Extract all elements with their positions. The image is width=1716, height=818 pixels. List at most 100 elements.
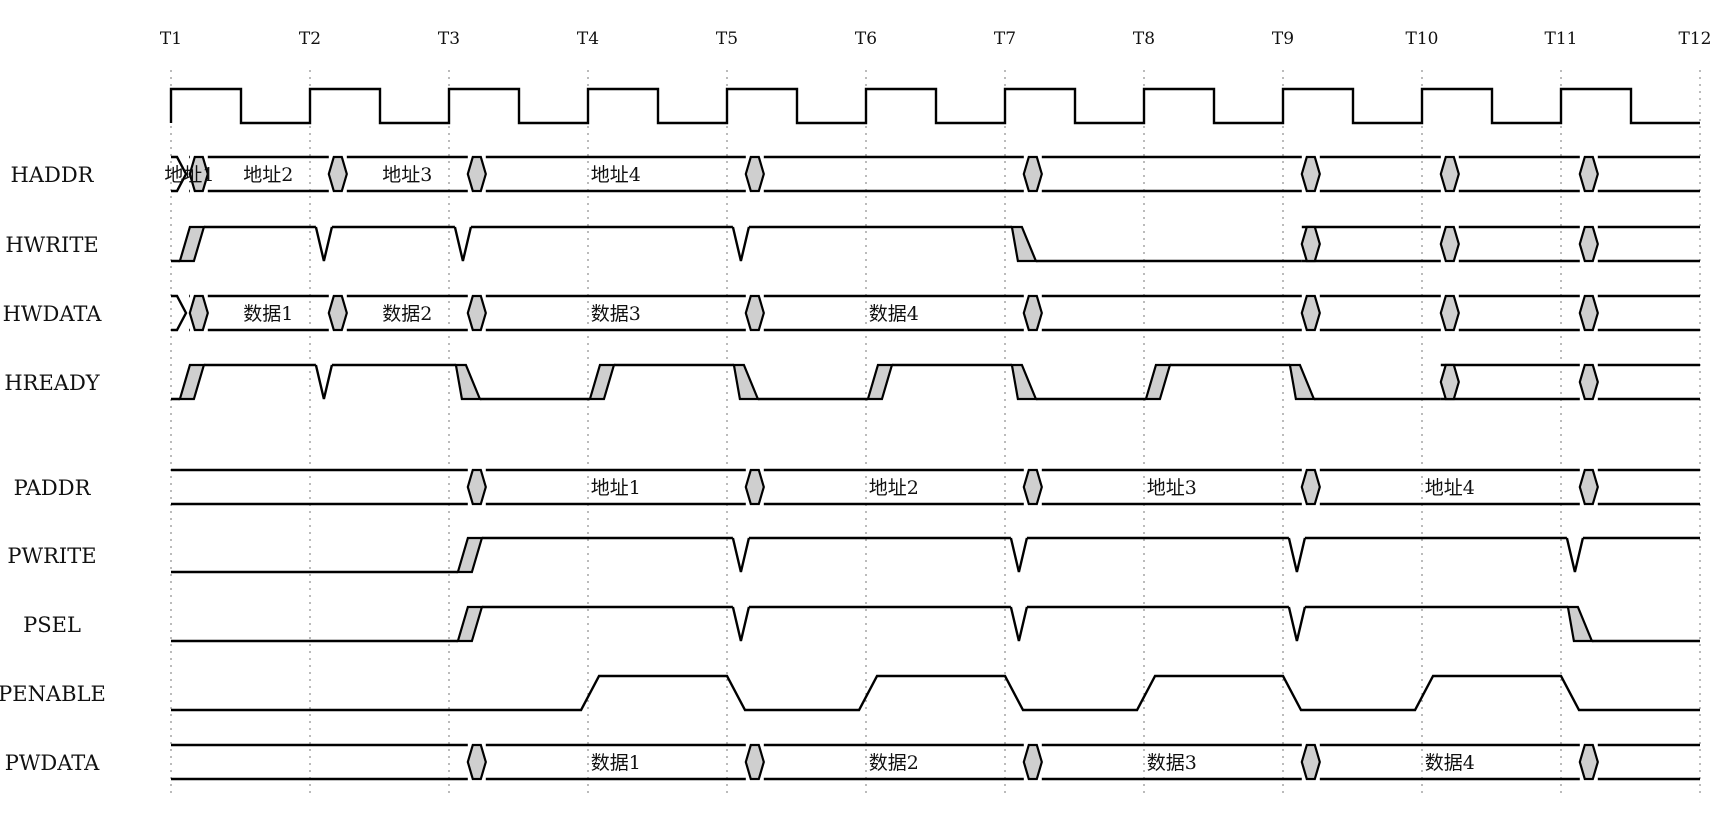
bus-value-label: 数据1: [591, 752, 641, 774]
bus-transition: [1022, 468, 1043, 506]
bus-transition: [1022, 155, 1043, 193]
glitch-marker: [453, 226, 473, 262]
bus-segment: [207, 155, 329, 193]
signal-psel: PSEL: [23, 605, 1700, 643]
bus-transition: [744, 155, 765, 193]
bus-segment: [485, 294, 746, 332]
bus-segment: [763, 155, 1024, 193]
tick-label: T2: [299, 29, 321, 49]
falling-edge: [454, 363, 482, 401]
bus-start: [171, 294, 188, 332]
bit-wave: [171, 536, 1700, 574]
signal-name-label: HWDATA: [3, 302, 103, 326]
bit-wave: [171, 674, 1700, 712]
signal-name-label: HADDR: [11, 163, 95, 187]
bus-segment: [189, 155, 190, 193]
falling-edge: [1010, 225, 1038, 263]
tick-label: T11: [1545, 29, 1578, 49]
tick-label: T7: [994, 29, 1016, 49]
signal-name-label: PSEL: [23, 613, 81, 637]
bus-transition: [1300, 225, 1321, 263]
signal-name-label: PENABLE: [0, 682, 106, 706]
bus-value-label: 数据4: [1425, 752, 1475, 774]
glitch-marker: [314, 364, 334, 400]
bus-segment: [1041, 743, 1302, 781]
bit-wave: [171, 363, 1441, 401]
bus-segment: [485, 468, 746, 506]
bus-transition: [1439, 155, 1460, 193]
signal-hwdata: HWDATA 数据1 数据2 数据3 数据4: [3, 294, 1700, 332]
signal-name-label: PWDATA: [5, 751, 100, 775]
bus-value-label: 地址1: [591, 477, 641, 499]
rising-edge: [456, 536, 484, 574]
bus-value-label: 数据4: [869, 303, 919, 325]
bus-transition: [1022, 294, 1043, 332]
clock-waveform: [169, 87, 1700, 125]
bus-segment: [1597, 155, 1700, 193]
glitch-marker: [731, 537, 751, 573]
signal-hready: HREADY: [4, 363, 1700, 401]
bus-transition: [466, 155, 487, 193]
signal-name-label: PADDR: [14, 476, 92, 500]
bus-transition: [466, 743, 487, 781]
rising-edge: [866, 363, 894, 401]
bus-segment: [1597, 743, 1700, 781]
bus-transition: [1578, 468, 1599, 506]
bus-segment: [1440, 363, 1580, 401]
bus-transition: [1578, 743, 1599, 781]
bus-transition: [188, 155, 209, 193]
bus-segment: [763, 294, 1024, 332]
bus-segment: [1597, 225, 1700, 263]
glitch-marker: [731, 606, 751, 642]
bus-segment: [171, 468, 468, 506]
rising-edge: [178, 225, 206, 263]
bus-transition: [1022, 743, 1043, 781]
tick-label: T8: [1133, 29, 1155, 49]
glitch-marker: [1287, 537, 1307, 573]
bus-transition: [1578, 225, 1599, 263]
bus-transition: [1578, 363, 1599, 401]
signal-name-label: HWRITE: [5, 233, 98, 257]
bus-segment: [485, 743, 746, 781]
bus-segment: [1041, 294, 1302, 332]
bus-transition: [327, 294, 348, 332]
bus-value-label: 地址1: [164, 164, 214, 186]
glitch-marker: [1287, 606, 1307, 642]
bus-segment: [1319, 743, 1580, 781]
bus-transition: [466, 468, 487, 506]
falling-edge: [1566, 605, 1594, 643]
bus-segment: [485, 155, 746, 193]
signal-hwrite: HWRITE: [5, 225, 1700, 263]
bus-segment: [1301, 225, 1441, 263]
bus-segment: [763, 743, 1024, 781]
signal-haddr: HADDR 地址1 地址2 地址3 地址4: [11, 155, 1700, 193]
bus-segment: [189, 294, 190, 332]
bus-segment: [1597, 363, 1700, 401]
bus-start: [171, 155, 188, 193]
bus-segment: [171, 743, 468, 781]
signal-name-label: PWRITE: [7, 544, 96, 568]
bus-transition: [1300, 743, 1321, 781]
falling-edge: [732, 363, 760, 401]
bus-segment: [1597, 468, 1700, 506]
bus-segment: [1597, 294, 1700, 332]
bus-transition: [744, 468, 765, 506]
bus-value-label: 数据3: [1147, 752, 1197, 774]
tick-label: T1: [160, 29, 182, 49]
bus-transition: [1300, 155, 1321, 193]
signal-penable: PENABLE: [0, 674, 1700, 712]
bus-segment: [1041, 155, 1302, 193]
tick-label: T5: [716, 29, 738, 49]
bus-value-label: 地址4: [591, 164, 641, 186]
bus-segment: [1319, 155, 1441, 193]
tick-label: T10: [1406, 29, 1439, 49]
bus-value-label: 地址2: [243, 164, 293, 186]
bus-transition: [1578, 155, 1599, 193]
bus-value-label: 地址2: [869, 477, 919, 499]
bus-transition: [1439, 294, 1460, 332]
tick-label: T6: [855, 29, 877, 49]
signal-pwdata: PWDATA 数据1 数据2 数据3 数据4: [5, 743, 1700, 781]
tick-label: T12: [1679, 29, 1712, 49]
glitch-marker: [1009, 606, 1029, 642]
bus-value-label: 地址4: [1425, 477, 1475, 499]
